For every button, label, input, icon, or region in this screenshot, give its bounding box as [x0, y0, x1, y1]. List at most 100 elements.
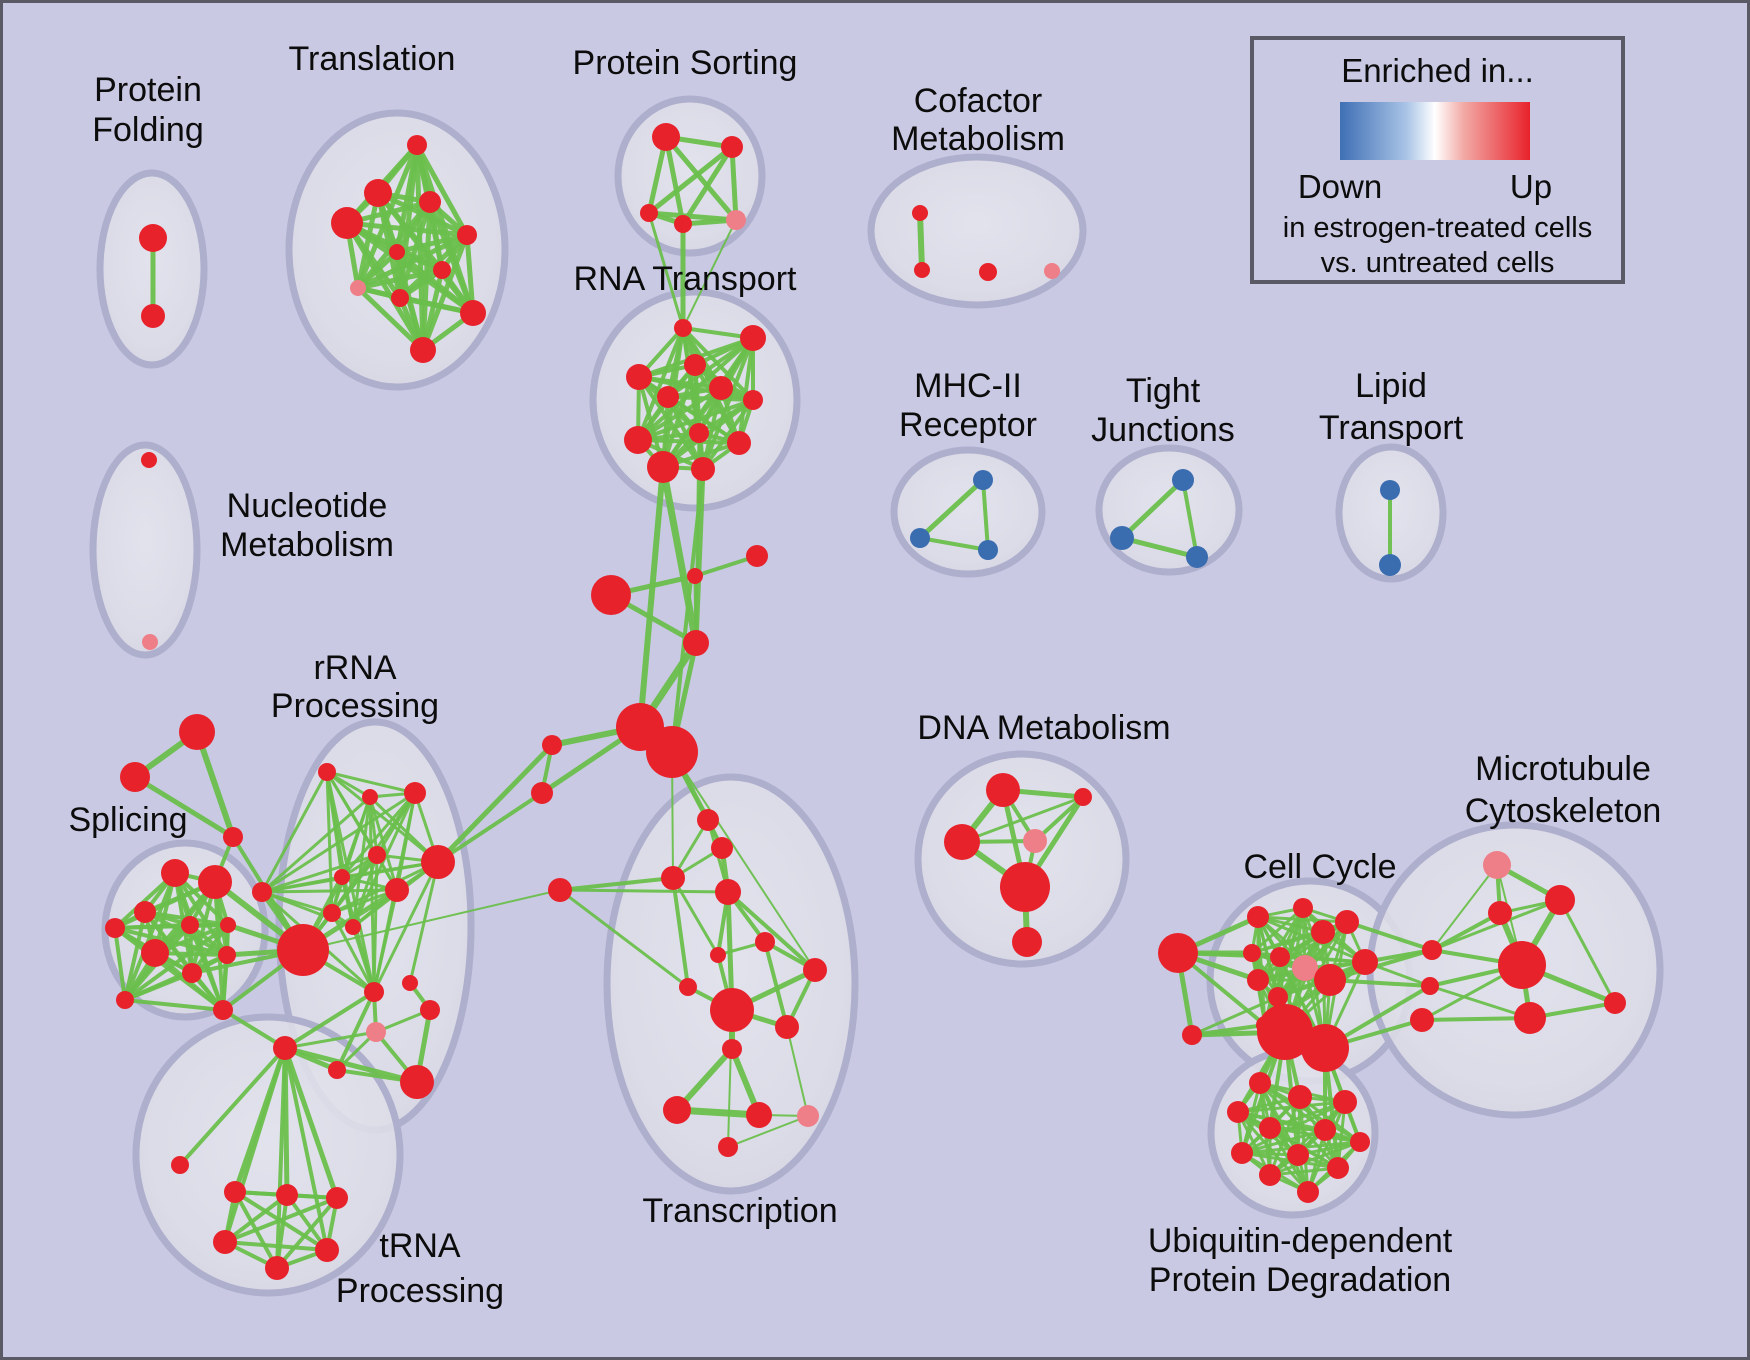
graph-edge: [178, 1046, 287, 1167]
graph-edge: [372, 853, 379, 994]
graph-node-dm3: [944, 824, 980, 860]
graph-node-tl3: [419, 191, 441, 213]
graph-node-cn3: [548, 878, 572, 902]
graph-node-ub11: [1259, 1164, 1281, 1186]
graph-node-hubB: [646, 726, 698, 778]
graph-edge: [1190, 995, 1280, 1037]
graph-edge: [275, 1196, 339, 1270]
cluster-label-translation: Translation: [289, 40, 456, 78]
cluster-ellipse-cofactor-metabolism: [867, 153, 1087, 309]
graph-node-tl4: [331, 207, 363, 239]
graph-edge: [558, 888, 730, 894]
graph-node-nm2: [142, 634, 158, 650]
graph-edge: [637, 375, 755, 402]
graph-node-tx6: [755, 932, 775, 952]
cluster-label-cofactor-metabolism: Metabolism: [891, 120, 1065, 158]
graph-node-rr5: [334, 869, 350, 885]
graph-node-cc4: [1335, 910, 1359, 934]
graph-node-tn3: [326, 1187, 348, 1209]
graph-edge: [275, 1046, 287, 1270]
graph-edge: [1345, 920, 1434, 952]
graph-edge: [123, 971, 194, 1002]
graph-edge: [737, 336, 755, 445]
graph-node-rt2: [740, 325, 766, 351]
graph-node-rt10: [727, 431, 751, 455]
graph-edge: [659, 463, 700, 647]
cluster-label-splicing: Splicing: [68, 801, 187, 839]
graph-node-sp7: [141, 939, 169, 967]
graph-edge: [355, 267, 445, 291]
graph-edge: [113, 926, 127, 1002]
graph-node-tlone: [171, 1156, 189, 1174]
graph-node-ub1: [1249, 1072, 1271, 1094]
graph-edge: [283, 1030, 378, 1050]
graph-node-mt5: [1514, 1002, 1546, 1034]
graph-node-tl11: [410, 337, 436, 363]
cluster-label-rna-transport: RNA Transport: [574, 260, 798, 298]
graph-edge: [394, 232, 470, 255]
legend-down-label: Down: [1297, 168, 1383, 205]
graph-edge: [671, 751, 816, 971]
graph-node-tn1: [224, 1181, 246, 1203]
graph-node-dm4: [1023, 829, 1047, 853]
graph-edge: [394, 249, 476, 316]
graph-node-mt1: [1483, 851, 1511, 879]
graph-edge: [960, 795, 1085, 844]
graph-node-tl2: [364, 179, 392, 207]
graph-node-ps3: [640, 204, 658, 222]
graph-node-rt1: [674, 319, 692, 337]
graph-node-cc12: [1352, 949, 1378, 975]
graph-edge: [260, 791, 417, 894]
graph-node-cf3: [979, 263, 997, 281]
cluster-label-lipid-transport: Transport: [1319, 409, 1464, 447]
graph-node-lp1: [1380, 480, 1400, 500]
graph-edge: [335, 990, 376, 1072]
legend-box: Enriched in... Down Up in estrogen-treat…: [1250, 36, 1625, 284]
graph-edge: [372, 888, 399, 994]
cluster-label-lipid-transport: Lipid: [1355, 367, 1427, 405]
graph-edge: [344, 220, 426, 353]
graph-edge: [1278, 955, 1367, 964]
graph-edge: [123, 998, 225, 1012]
graph-node-cnbig: [591, 575, 631, 615]
graph-node-tx10: [775, 1015, 799, 1039]
graph-edge: [344, 220, 470, 238]
graph-edge: [435, 742, 555, 865]
graph-node-ps4: [674, 215, 692, 233]
graph-node-rr4: [368, 846, 386, 864]
graph-edge: [1240, 1128, 1327, 1155]
graph-edge: [408, 860, 440, 985]
graph-node-ub4: [1227, 1101, 1249, 1123]
legend-title: Enriched in...: [1341, 52, 1534, 89]
graph-edge: [1268, 1140, 1362, 1177]
graph-edge: [1420, 1016, 1532, 1022]
graph-node-sp5: [220, 917, 236, 933]
graph-node-tj3: [1186, 546, 1208, 568]
graph-node-pf1: [139, 224, 167, 252]
graph-edge: [420, 267, 445, 353]
graph-edge: [729, 144, 739, 223]
graph-node-rr1: [318, 763, 336, 781]
graph-node-mt2: [1545, 885, 1575, 915]
graph-node-ccbig: [1158, 933, 1198, 973]
cluster-label-transcription: Transcription: [642, 1192, 837, 1230]
graph-edge: [1431, 864, 1498, 951]
graph-edge: [1236, 1110, 1362, 1144]
graph-edge: [671, 876, 690, 989]
graph-edge: [1268, 1126, 1362, 1144]
graph-node-twinB: [1301, 1024, 1349, 1072]
graph-edge: [355, 249, 400, 291]
graph-edge: [260, 795, 372, 894]
cluster-label-rrna-processing: rRNA: [313, 649, 396, 687]
graph-edge: [636, 438, 741, 445]
graph-node-rr16: [328, 1061, 346, 1079]
graph-node-tx3: [661, 866, 685, 890]
graph-edge: [464, 232, 476, 316]
graph-node-tn6: [265, 1256, 289, 1280]
graph-edge: [132, 774, 236, 840]
graph-node-sv2: [120, 762, 150, 792]
cluster-label-cell-cycle: Cell Cycle: [1243, 848, 1396, 886]
graph-node-tx2: [711, 837, 733, 859]
